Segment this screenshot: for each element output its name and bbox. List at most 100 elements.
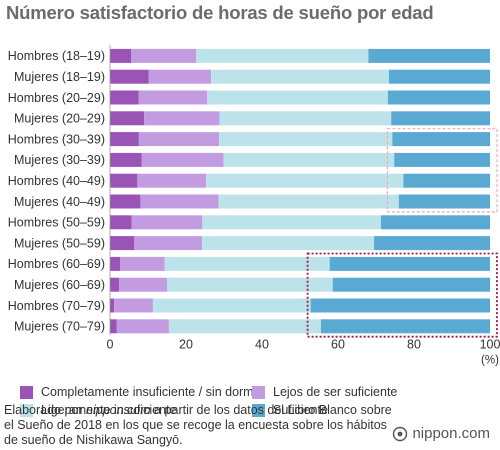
bar-segment	[110, 111, 145, 126]
bar-segment	[114, 298, 153, 313]
category-label: Mujeres (30–39)	[14, 153, 105, 167]
bar-segment	[320, 319, 490, 334]
stacked-bar-chart: Hombres (18–19) Mujeres (18–19) Hombres (2…	[8, 45, 500, 366]
category-label: Mujeres (20–29)	[14, 112, 105, 126]
category-label: Hombres (60–69)	[8, 257, 105, 271]
bar-segment	[202, 215, 381, 230]
bar-segment	[168, 319, 321, 334]
source-note: Elaborado por nippon.com a partir de los…	[4, 403, 404, 448]
legend-swatch	[20, 403, 33, 417]
bar-segment	[110, 319, 117, 334]
x-tick-label: 80	[407, 337, 421, 351]
category-label: Mujeres (70–79)	[14, 320, 105, 334]
bar-segment	[380, 215, 490, 230]
bar-segment	[152, 298, 311, 313]
legend-swatch	[252, 403, 265, 417]
bar-segment	[131, 215, 203, 230]
legend-item-suficiente: Suficiente	[252, 403, 462, 417]
x-tick-label: 60	[331, 337, 345, 351]
note-source: nippon.com	[86, 403, 151, 417]
category-label: Mujeres (40–49)	[14, 195, 105, 209]
bar-segment	[164, 256, 330, 271]
legend-item-completamente: Completamente insuficiente / sin dormir	[20, 385, 261, 399]
bar-segment	[332, 277, 490, 292]
bar-segment	[110, 69, 149, 84]
legend-label: Ligeramente insuficiente	[41, 403, 177, 417]
bar-segment	[137, 173, 207, 188]
bar-segment	[368, 48, 490, 63]
bar-segment	[219, 111, 392, 126]
bar-segment	[110, 152, 142, 167]
legend-item-ligeramente: Ligeramente insuficiente	[20, 403, 252, 417]
bar-segment	[329, 256, 490, 271]
bar-segment	[218, 194, 399, 209]
bar-segment	[391, 111, 490, 126]
bar-segment	[110, 277, 120, 292]
bar-segment	[110, 132, 139, 147]
legend-swatch	[20, 385, 33, 399]
x-tick-label: 100	[480, 337, 500, 351]
bar-segment	[134, 236, 202, 251]
category-labels: Hombres (18–19) Mujeres (18–19) Hombres (2…	[8, 49, 105, 333]
x-tick-label: 20	[179, 337, 193, 351]
x-tick-label: 0	[107, 337, 114, 351]
bar-segment	[394, 152, 490, 167]
bar-segment	[403, 173, 490, 188]
category-label: Mujeres (60–69)	[14, 278, 105, 292]
highlight-box	[386, 128, 498, 213]
note-prefix: Elaborado por	[4, 403, 87, 417]
x-axis-ticks: 0 20 40 60 80 100 (%)	[107, 45, 500, 366]
note-rest: a partir de los datos del Libro Blanco s…	[4, 403, 392, 447]
bar-segment	[119, 277, 167, 292]
bar-segment	[110, 173, 138, 188]
category-label: Hombres (50–59)	[8, 216, 105, 230]
category-label: Hombres (70–79)	[8, 299, 105, 313]
bar-segment	[110, 215, 132, 230]
bar-segment	[110, 48, 132, 63]
category-label: Hombres (40–49)	[8, 174, 105, 188]
bar-segment	[207, 90, 388, 105]
category-label: Mujeres (50–59)	[14, 236, 105, 250]
bar-segment	[206, 173, 404, 188]
bar-segment	[131, 48, 197, 63]
bar-segment	[387, 90, 490, 105]
bar-segment	[140, 194, 219, 209]
bar-segment	[388, 69, 490, 84]
nippon-logo[interactable]: nippon.com	[392, 425, 490, 442]
bar-segment	[138, 132, 220, 147]
bar-segment	[110, 194, 141, 209]
bar-segment	[120, 256, 165, 271]
bar-segment	[211, 69, 389, 84]
category-label: Hombres (30–39)	[8, 132, 105, 146]
bar-segment	[201, 236, 375, 251]
chart-title: Número satisfactorio de horas de sueño p…	[6, 2, 434, 23]
bar-segment	[374, 236, 490, 251]
bar-segment	[110, 298, 115, 313]
bar-segment	[138, 90, 208, 105]
bar-segment	[110, 256, 121, 271]
highlight-boxes	[306, 128, 498, 338]
bar-segment	[392, 132, 490, 147]
legend: Completamente insuficiente / sin dormir …	[20, 385, 490, 417]
bar-segment	[219, 132, 393, 147]
legend-label: Suficiente	[273, 403, 328, 417]
bar-segment	[144, 111, 220, 126]
x-tick-label: 40	[255, 337, 269, 351]
logo-text: nippon.com	[412, 425, 490, 442]
x-axis-unit: (%)	[481, 354, 499, 366]
category-label: Mujeres (18–19)	[14, 70, 105, 84]
bar-segment	[167, 277, 333, 292]
bar-segment	[141, 152, 224, 167]
legend-swatch	[252, 385, 265, 399]
bar-segment	[310, 298, 490, 313]
bars-layer	[110, 48, 490, 334]
bar-segment	[148, 69, 212, 84]
category-label: Hombres (20–29)	[8, 91, 105, 105]
bar-segment	[110, 90, 139, 105]
bar-segment	[398, 194, 490, 209]
bar-segment	[116, 319, 169, 334]
legend-label: Completamente insuficiente / sin dormir	[41, 385, 261, 399]
legend-label: Lejos de ser suficiente	[273, 385, 398, 399]
bar-segment	[223, 152, 395, 167]
bar-segment	[110, 236, 135, 251]
